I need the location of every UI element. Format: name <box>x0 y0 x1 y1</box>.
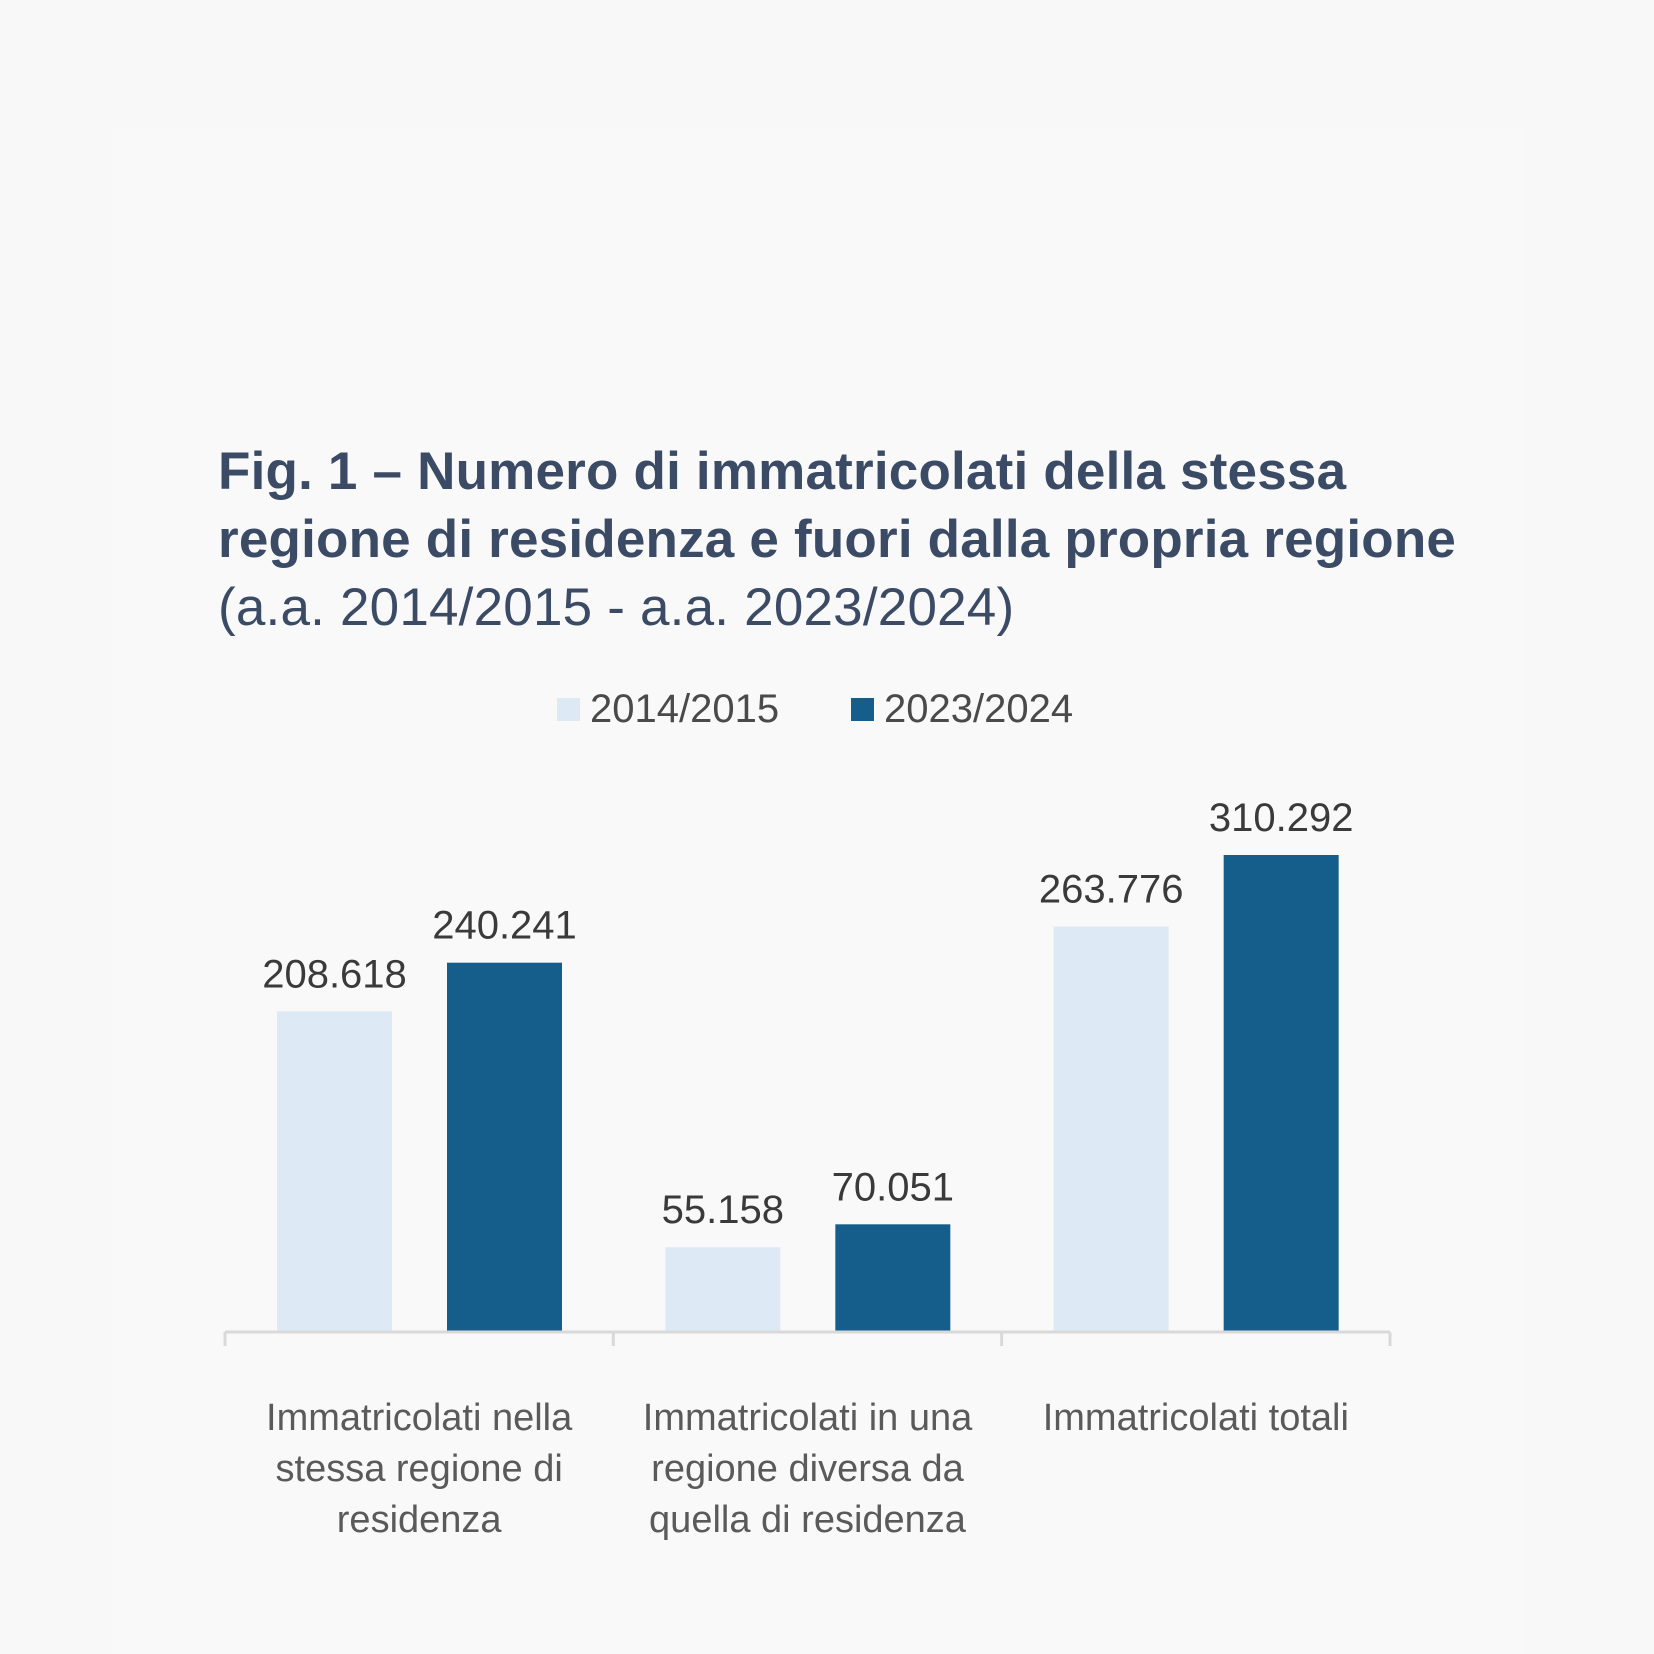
category-label-1-line-1: Immatricolati nella <box>266 1397 573 1439</box>
category-label-2-line-2: regione diversa da <box>651 1448 965 1490</box>
category-label-1-line-2: stessa regione di <box>276 1448 563 1490</box>
legend-swatch-2014-2015 <box>557 698 580 721</box>
bar-2014-2015-2 <box>665 1247 781 1332</box>
bar-2023-2024-3 <box>1223 855 1339 1332</box>
data-label-2023-2024-2: 70.051 <box>832 1165 954 1209</box>
category-label-2-line-1: Immatricolati in una <box>643 1397 973 1439</box>
bar-2014-2015-3 <box>1053 926 1169 1332</box>
data-label-2014-2015-3: 263.776 <box>1039 868 1184 912</box>
bar-2023-2024-1 <box>447 962 562 1332</box>
data-label-2014-2015-1: 208.618 <box>262 952 407 996</box>
bar-2014-2015-1 <box>277 1011 392 1332</box>
category-label-2-line-3: quella di residenza <box>649 1499 967 1541</box>
chart-title: Fig. 1 – Numero di immatricolati della s… <box>218 438 1458 642</box>
legend-label-2023-2024: 2023/2024 <box>884 687 1073 731</box>
legend-swatch-2023-2024 <box>851 698 874 721</box>
category-label-1-line-3: residenza <box>337 1499 503 1541</box>
bar-2023-2024-2 <box>835 1224 951 1332</box>
data-label-2023-2024-1: 240.241 <box>432 904 577 948</box>
legend-label-2014-2015: 2014/2015 <box>590 687 779 731</box>
data-label-2023-2024-3: 310.292 <box>1209 796 1354 840</box>
chart-title-main: Fig. 1 – Numero di immatricolati della s… <box>218 442 1457 569</box>
data-label-2014-2015-2: 55.158 <box>662 1188 784 1232</box>
category-label-3-line-1: Immatricolati totali <box>1043 1397 1349 1439</box>
chart-subtitle: (a.a. 2014/2015 - a.a. 2023/2024) <box>218 578 1015 637</box>
